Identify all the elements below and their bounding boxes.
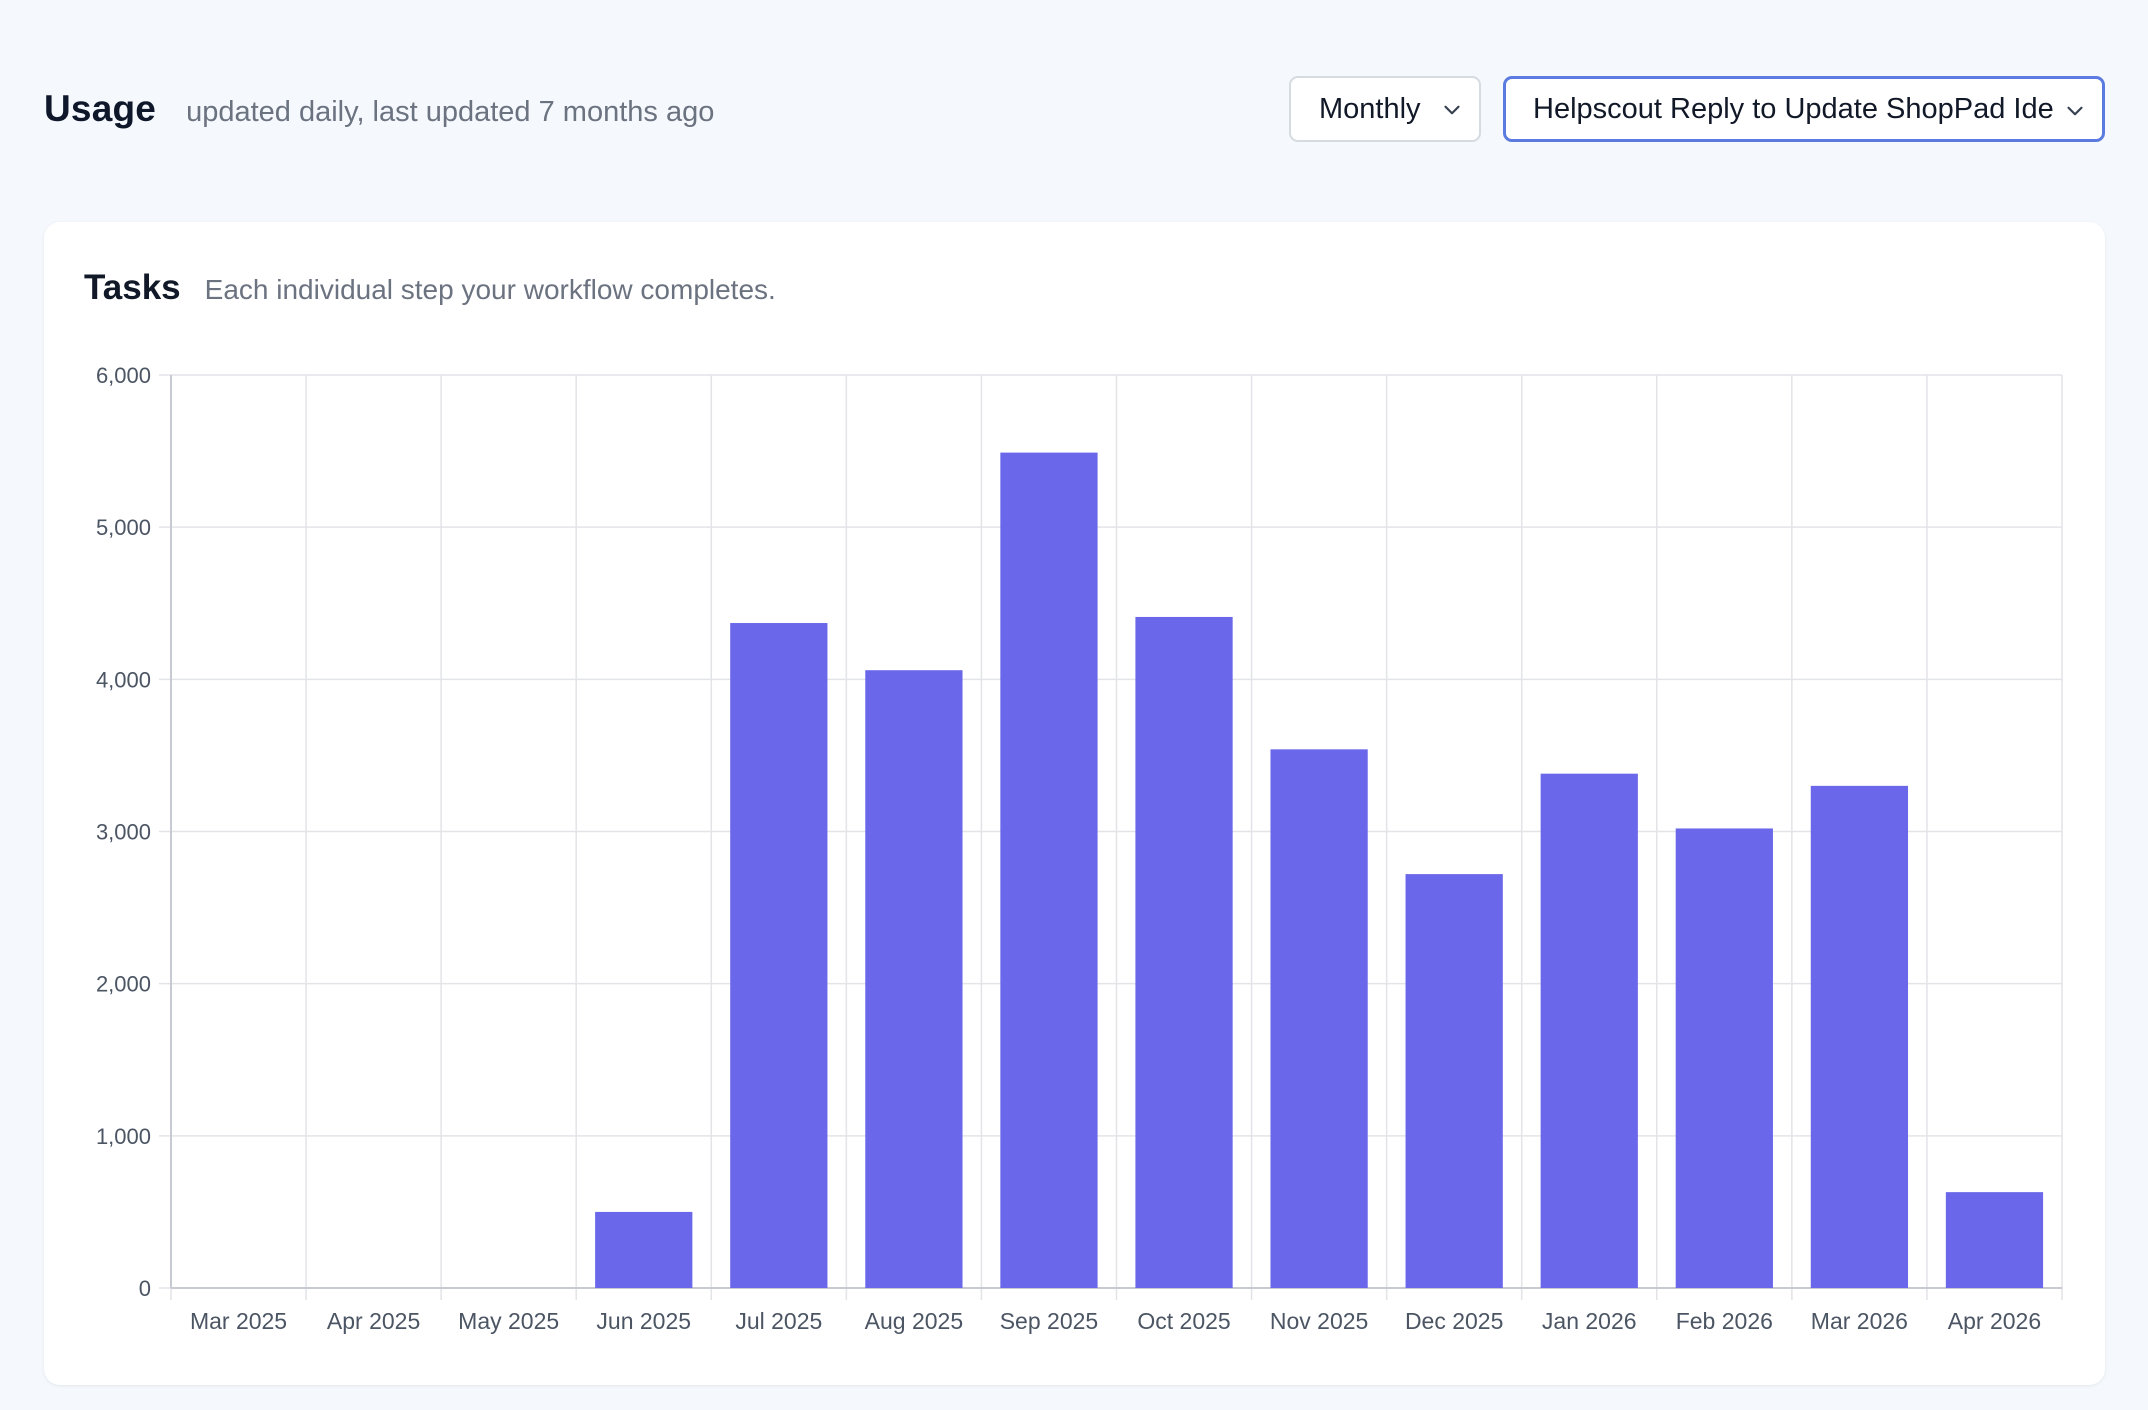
bar: [595, 1211, 693, 1288]
bar: [730, 623, 828, 1288]
chevron-down-icon: [2067, 106, 2083, 116]
x-tick-label: Apr 2025: [327, 1308, 420, 1334]
x-tick-label: Sep 2025: [1000, 1308, 1098, 1334]
x-tick-label: Nov 2025: [1270, 1308, 1368, 1334]
x-tick-label: Mar 2025: [190, 1308, 287, 1334]
workflow-select[interactable]: Helpscout Reply to Update ShopPad Ide: [1503, 76, 2105, 142]
tasks-title: Tasks: [84, 268, 181, 307]
bar: [1945, 1192, 2044, 1288]
period-select-value: Monthly: [1319, 92, 1421, 125]
bar: [1810, 785, 1909, 1288]
tasks-description: Each individual step your workflow compl…: [204, 274, 776, 305]
y-tick-label: 5,000: [96, 515, 151, 540]
bar: [1270, 749, 1368, 1288]
x-tick-label: Mar 2026: [1811, 1308, 1908, 1334]
x-tick-label: Feb 2026: [1676, 1308, 1773, 1334]
bar: [1135, 616, 1233, 1288]
x-tick-label: Apr 2026: [1948, 1308, 2041, 1334]
tasks-bar-chart: 0 1,000 2,000 3,000 4,000 5,000 6,000 Mar 2025 A…: [96, 363, 2063, 1334]
y-tick-label: 1,000: [96, 1124, 151, 1149]
usage-header: Usage updated daily, last updated 7 mont…: [44, 74, 2104, 144]
period-select[interactable]: Monthly: [1289, 76, 1481, 142]
bar: [1405, 874, 1503, 1288]
x-tick-label: Jan 2026: [1542, 1308, 1637, 1334]
bar: [1675, 828, 1773, 1288]
tasks-card-header: Tasks Each individual step your workflow…: [84, 268, 776, 308]
tasks-card: Tasks Each individual step your workflow…: [44, 222, 2105, 1385]
x-tick-label: Oct 2025: [1137, 1308, 1230, 1334]
x-tick-label: May 2025: [458, 1308, 559, 1334]
workflow-select-value: Helpscout Reply to Update ShopPad Ide: [1533, 92, 2054, 125]
x-tick-label: Dec 2025: [1405, 1308, 1503, 1334]
y-tick-label: 3,000: [96, 820, 151, 845]
bar: [865, 670, 963, 1288]
y-tick-label: 0: [139, 1276, 151, 1301]
x-tick-label: Aug 2025: [865, 1308, 963, 1334]
page-title: Usage: [44, 88, 157, 129]
bar: [1000, 452, 1098, 1288]
y-tick-label: 6,000: [96, 363, 151, 388]
y-tick-label: 2,000: [96, 972, 151, 997]
bar: [1540, 773, 1638, 1288]
x-tick-label: Jun 2025: [596, 1308, 691, 1334]
y-tick-label: 4,000: [96, 667, 151, 692]
last-updated-text: updated daily, last updated 7 months ago: [186, 95, 715, 128]
chevron-down-icon: [1444, 105, 1460, 115]
x-tick-label: Jul 2025: [735, 1308, 822, 1334]
